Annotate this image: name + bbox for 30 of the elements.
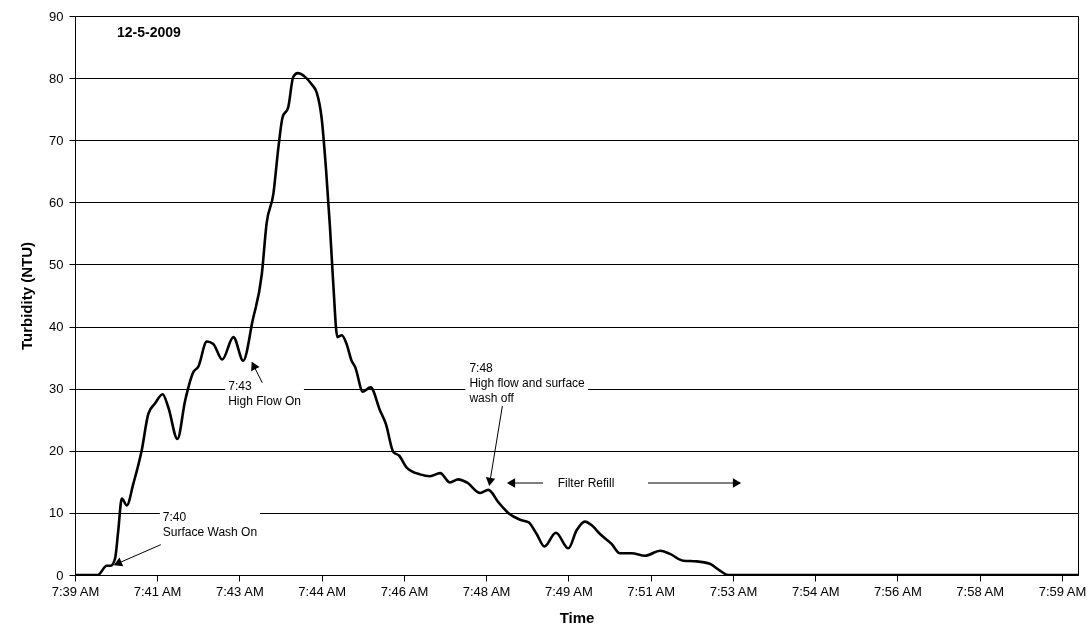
x-axis-title: Time: [559, 608, 595, 626]
x-tick-label: 7:54 AM: [791, 583, 840, 599]
annotation: Filter Refill: [557, 476, 615, 490]
x-tick-label: 7:48 AM: [462, 583, 511, 599]
x-tick-label: 7:56 AM: [874, 583, 922, 599]
x-tick-label: 7:39 AM: [51, 583, 100, 599]
annotation: 7:40 Surface Wash On: [162, 509, 258, 539]
y-axis-title: Turbidity (NTU): [18, 241, 36, 351]
x-tick-label: 7:44 AM: [298, 583, 347, 599]
y-tick-label: 70: [49, 132, 64, 148]
x-tick-label: 7:43 AM: [216, 583, 264, 599]
y-tick-label: 10: [49, 505, 64, 521]
y-tick-label: 60: [49, 194, 64, 210]
x-tick-label: 7:41 AM: [133, 583, 182, 599]
text: 12-5-2009: [117, 24, 182, 40]
annotation: 7:48 High flow and surface wash off: [468, 360, 586, 405]
y-tick-label: 0: [56, 567, 64, 583]
y-tick-label: 80: [49, 70, 64, 86]
x-tick-label: 7:53 AM: [709, 583, 758, 599]
x-tick-label: 7:51 AM: [627, 583, 676, 599]
y-tick-label: 40: [49, 319, 64, 335]
y-tick-label: 90: [49, 8, 64, 24]
y-tick-label: 20: [49, 443, 64, 459]
x-tick-label: 7:59 AM: [1038, 583, 1087, 599]
y-tick-label: 50: [49, 256, 64, 272]
annotation: 7:43 High Flow On: [228, 378, 301, 408]
x-tick-label: 7:49 AM: [545, 583, 593, 599]
y-tick-label: 30: [49, 381, 64, 397]
x-tick-label: 7:58 AM: [956, 583, 1005, 599]
x-tick-label: 7:46 AM: [380, 583, 429, 599]
